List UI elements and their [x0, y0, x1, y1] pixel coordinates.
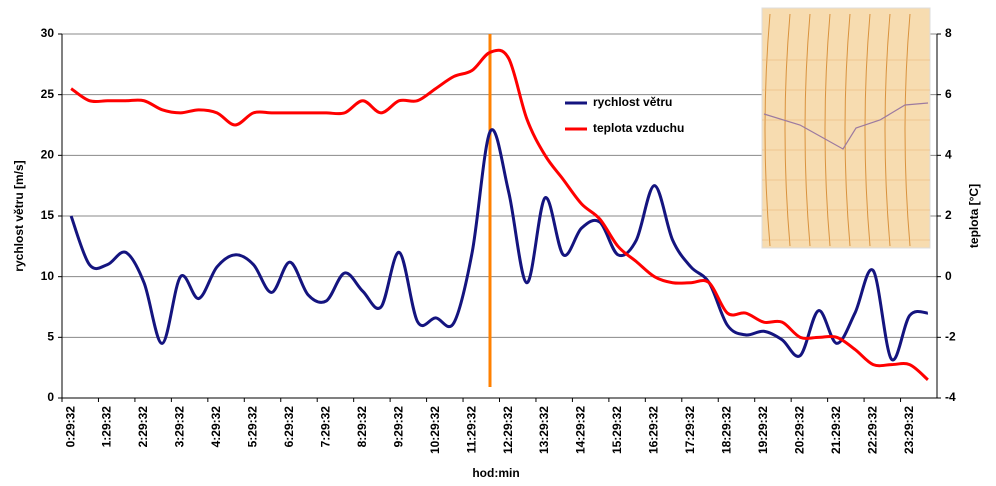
x-tick-label: 15:29:32: [610, 406, 624, 454]
y2-tick-label: 0: [945, 269, 952, 283]
x-tick-label: 19:29:32: [756, 406, 770, 454]
y2-tick-label: 6: [945, 87, 952, 101]
y-axis-label: rychlost větru [m/s]: [12, 160, 26, 271]
x-tick-label: 8:29:32: [355, 406, 369, 448]
x-tick-label: 3:29:32: [173, 406, 187, 448]
x-tick-label: 21:29:32: [829, 406, 843, 454]
x-axis-label: hod:min: [472, 466, 519, 480]
legend-label: rychlost větru: [593, 95, 672, 109]
y-tick-label: 30: [41, 26, 55, 40]
y2-tick-label: -4: [945, 390, 956, 404]
x-tick-label: 20:29:32: [792, 406, 806, 454]
x-tick-label: 6:29:32: [282, 406, 296, 448]
x-tick-label: 9:29:32: [391, 406, 405, 448]
x-tick-label: 14:29:32: [574, 406, 588, 454]
x-tick-label: 13:29:32: [537, 406, 551, 454]
y-tick-label: 15: [41, 208, 55, 222]
x-tick-label: 12:29:32: [501, 406, 515, 454]
x-tick-label: 2:29:32: [136, 406, 150, 448]
x-tick-label: 10:29:32: [428, 406, 442, 454]
y2-tick-label: 4: [945, 148, 952, 162]
y2-tick-label: 2: [945, 208, 952, 222]
thermograph-inset: [761, 7, 931, 249]
x-tick-label: 22:29:32: [865, 406, 879, 454]
y2-axis-label: teplota [°C]: [967, 184, 981, 248]
series-line: [70, 48, 929, 381]
y-tick-label: 0: [47, 390, 54, 404]
x-tick-label: 11:29:32: [464, 406, 478, 454]
y2-tick-label: 8: [945, 26, 952, 40]
y-tick-label: 10: [41, 269, 55, 283]
x-tick-label: 7:29:32: [318, 406, 332, 448]
y-tick-label: 25: [41, 87, 55, 101]
legend-label: teplota vzduchu: [593, 121, 684, 135]
y-tick-label: 20: [41, 148, 55, 162]
x-tick-label: 18:29:32: [720, 406, 734, 454]
x-tick-label: 1:29:32: [100, 406, 114, 448]
x-tick-label: 5:29:32: [246, 406, 260, 448]
x-tick-label: 16:29:32: [647, 406, 661, 454]
x-tick-label: 4:29:32: [209, 406, 223, 448]
y-tick-label: 5: [47, 330, 54, 344]
y2-tick-label: -2: [945, 330, 956, 344]
x-tick-label: 23:29:32: [902, 406, 916, 454]
x-tick-label: 17:29:32: [683, 406, 697, 454]
x-tick-label: 0:29:32: [63, 406, 77, 448]
series-line: [69, 128, 929, 362]
